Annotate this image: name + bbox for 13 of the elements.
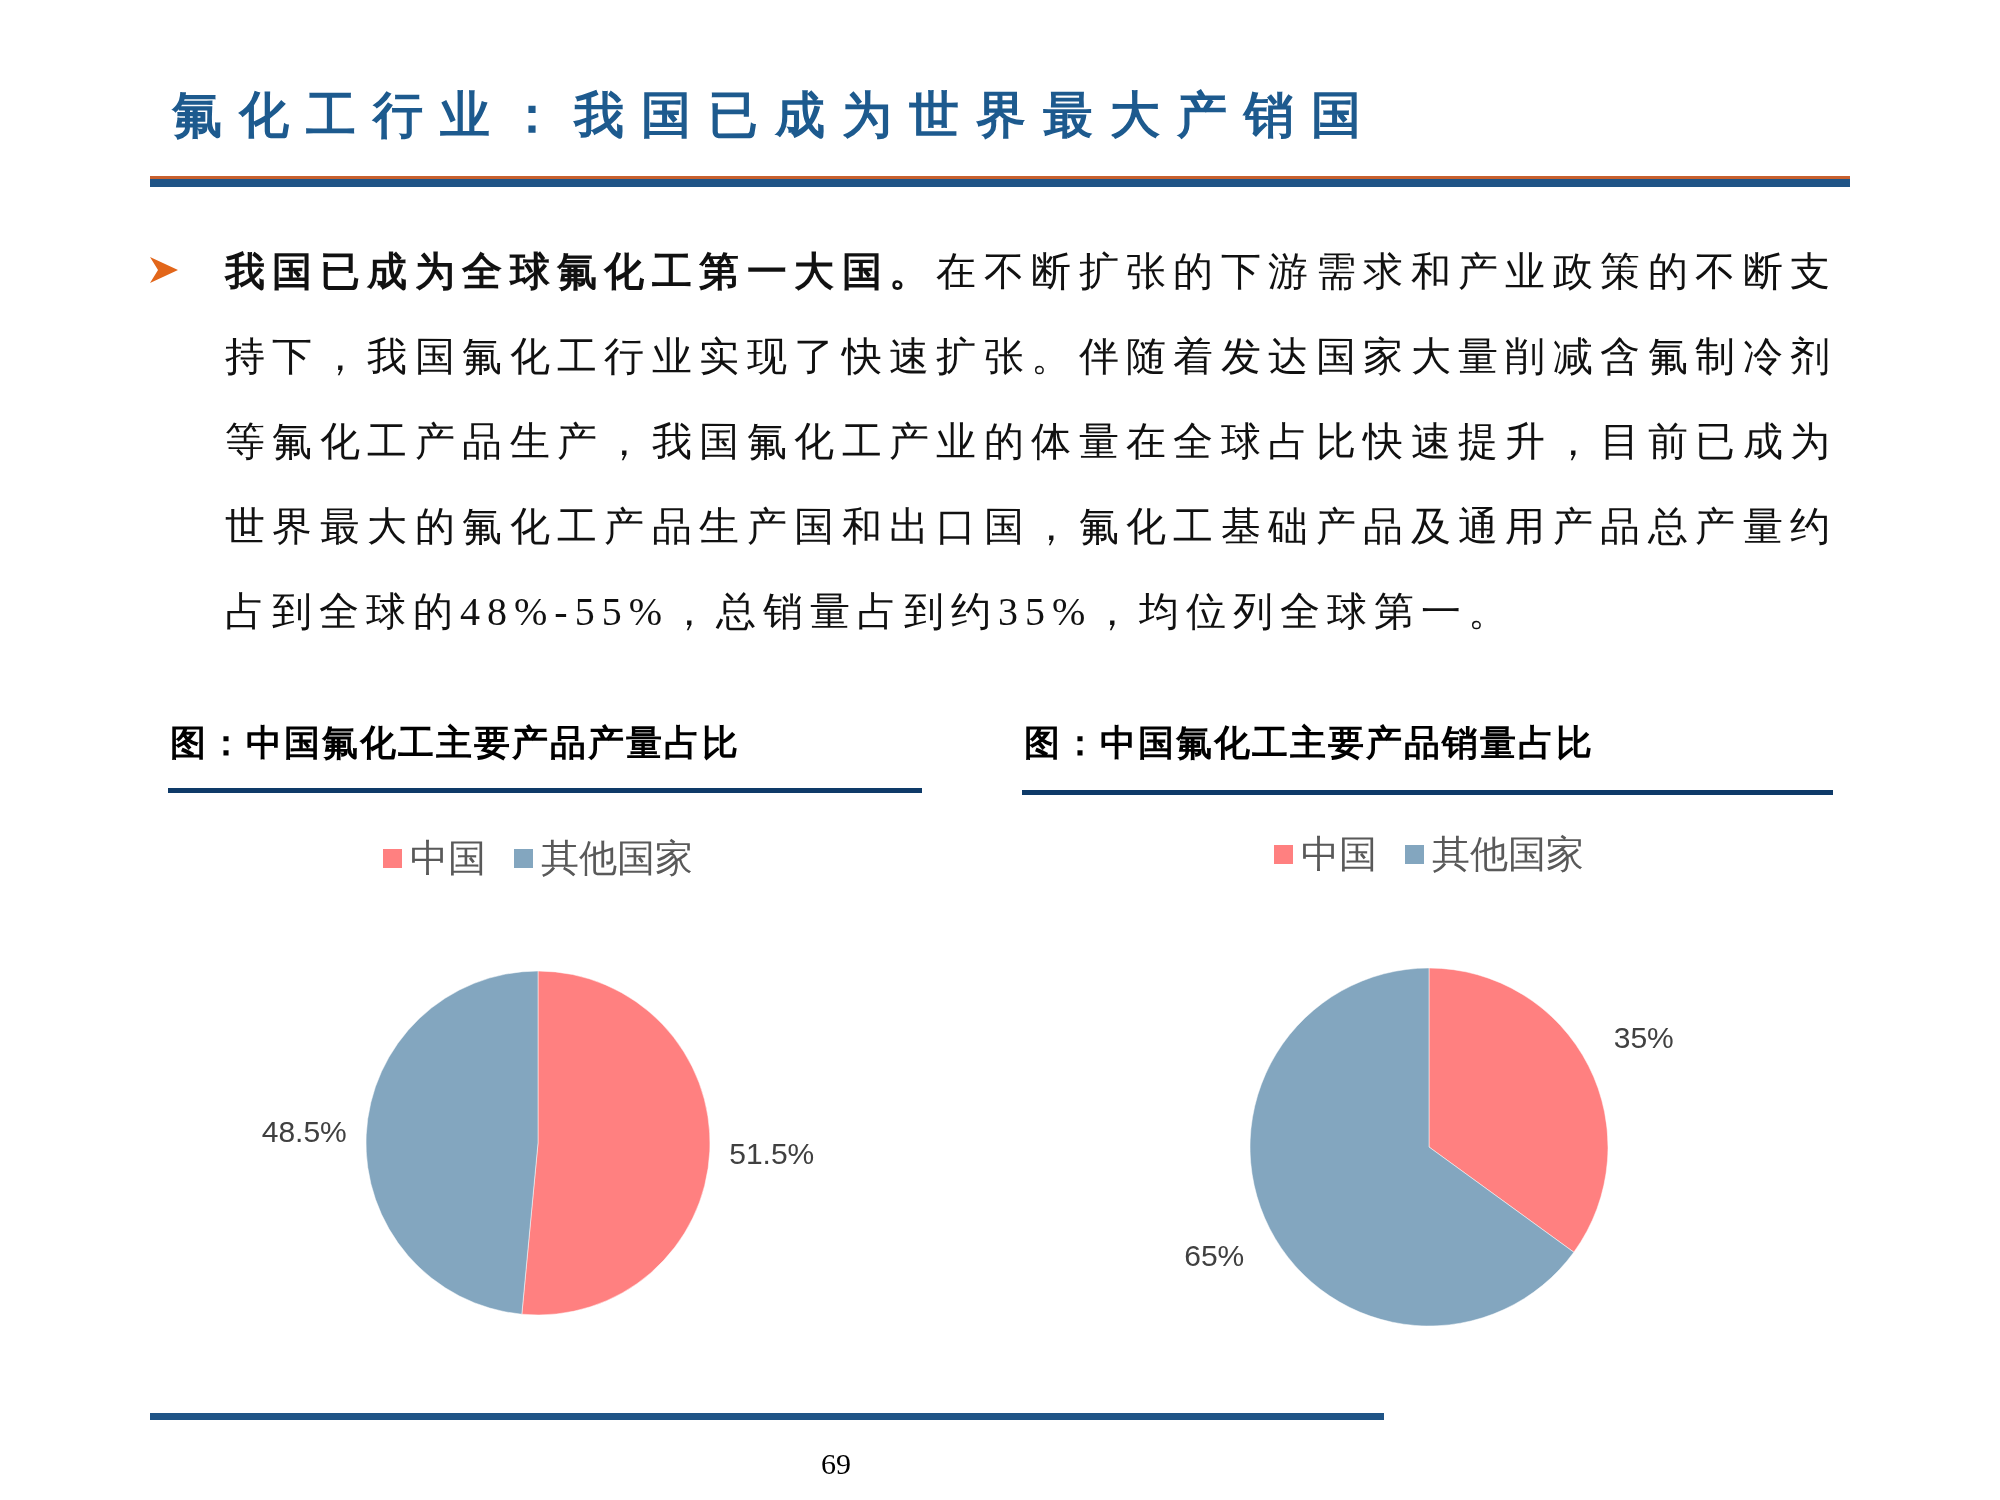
data-label: 48.5% <box>261 1114 347 1148</box>
text: 69 <box>821 1447 851 1480</box>
data-label: 51.5% <box>729 1137 815 1171</box>
text: 氟化工行业：我国已成为世界最大产销国 <box>172 85 1378 144</box>
legend-label: 其他国家 <box>541 837 693 879</box>
text: 我国已成为全球氟化工第一大国。在不断扩张的下游需求和产业政策的不断支持下，我国氟化工行业实现了快速扩张。伴随着发达国家大量削减含氟制冷剂等氟化工产品生产，我国氟化工产业的体量在全球占比快速提升，目前已成为世界最大的氟化工产品生产国和出口国，氟化工基础产品及通用产品总产量约占到全球的48%-55%，总销量占到约35%，均位列全球第一。 <box>225 249 1838 634</box>
data-label: 35% <box>1613 1020 1674 1054</box>
legend-label: 中国 <box>410 837 486 879</box>
data-label: 65% <box>1184 1239 1245 1273</box>
legend-label: 中国 <box>1301 833 1377 875</box>
legend-label: 其他国家 <box>1432 833 1584 875</box>
chart-title: 图：中国氟化工主要产品产量占比 <box>170 721 740 763</box>
chart-title: 图：中国氟化工主要产品销量占比 <box>1024 721 1594 763</box>
